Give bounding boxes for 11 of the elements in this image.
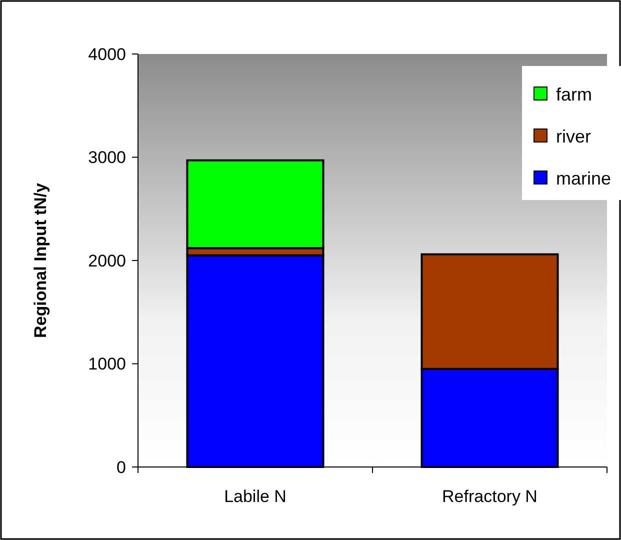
y-tick-label: 3000 — [88, 148, 126, 168]
legend-label: marine — [556, 168, 612, 188]
x-tick-label: Labile N — [224, 487, 286, 506]
y-tick-label: 1000 — [88, 354, 126, 374]
legend-label: farm — [556, 84, 592, 104]
legend-label: river — [556, 126, 592, 146]
y-tick-label: 2000 — [88, 251, 126, 270]
y-tick-label: 4000 — [88, 44, 126, 64]
x-tick-label: Refractory N — [442, 487, 538, 506]
y-tick-label: 0 — [116, 458, 126, 477]
y-axis-title: Regional Input tN/y — [31, 182, 50, 338]
